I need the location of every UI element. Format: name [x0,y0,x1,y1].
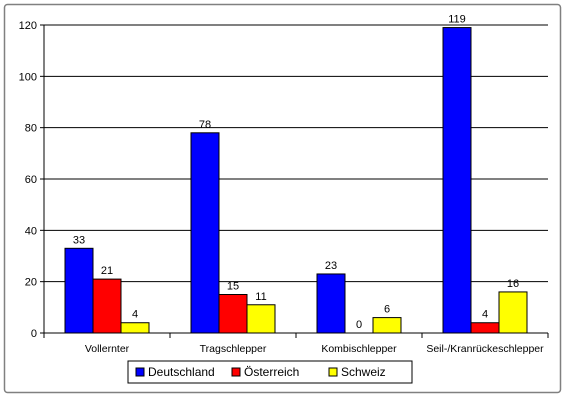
y-tick-label: 0 [31,328,37,340]
bar [442,27,472,334]
data-label: 16 [507,278,519,290]
legend-swatch [231,367,241,377]
data-label: 21 [101,265,113,277]
x-tick-label: Tragschlepper [200,343,267,355]
y-tick-label: 20 [25,277,37,289]
data-label: 0 [356,319,362,331]
data-label: 11 [255,291,266,303]
bar [190,132,220,334]
data-label: 4 [132,309,138,321]
bar [120,322,150,334]
y-tick-label: 80 [25,123,37,135]
bar [470,322,500,334]
x-tick-label: Kombischlepper [321,343,397,355]
data-label: 4 [482,309,488,321]
bar [498,291,528,334]
y-tick-label: 40 [25,225,37,237]
data-label: 78 [199,119,211,131]
legend-swatch [135,367,145,377]
data-label: 33 [73,234,85,246]
data-label: 119 [448,14,466,26]
bar [218,294,248,334]
data-label: 15 [227,281,239,293]
legend-box [127,360,413,384]
x-tick-label: Vollernter [85,343,130,355]
data-label: 23 [325,260,337,272]
legend-label: Österreich [244,365,299,379]
data-label: 6 [384,304,390,316]
legend-label: Schweiz [341,365,386,379]
bar [64,247,94,334]
y-tick-label: 60 [25,174,37,186]
bar [92,278,122,334]
bar [316,273,346,334]
y-tick-label: 120 [19,20,37,32]
y-tick-label: 100 [19,71,37,83]
legend-swatch [328,367,338,377]
x-tick-label: Seil-/Kranrückeschlepper [426,343,544,355]
chart-frame [3,3,562,394]
bar [246,304,276,334]
bar [372,317,402,334]
legend-label: Deutschland [148,365,215,379]
